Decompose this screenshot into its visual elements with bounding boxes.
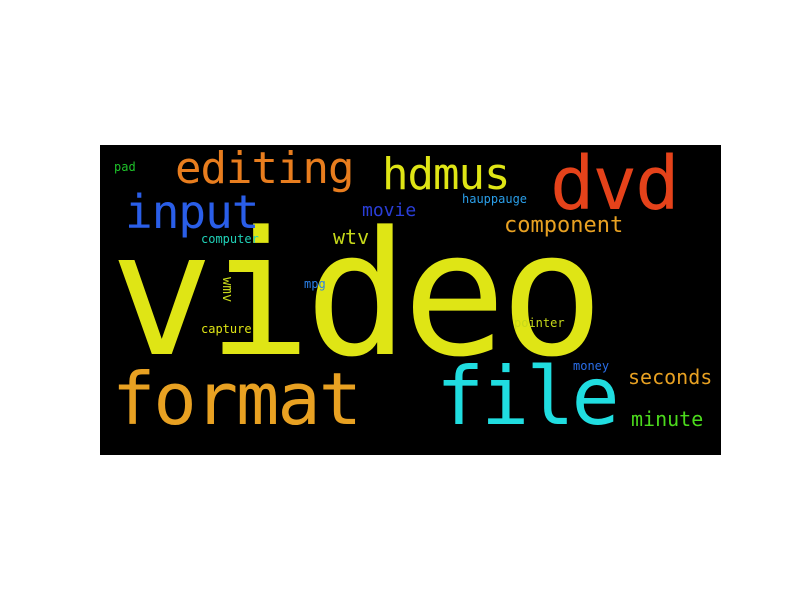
word-cloud: video format file dvd editing hdmus inpu… xyxy=(100,145,721,455)
word-seconds: seconds xyxy=(628,365,713,389)
word-dvd: dvd xyxy=(550,145,680,227)
word-editing: editing xyxy=(175,145,354,194)
word-wmv: wmv xyxy=(219,277,235,303)
word-input: input xyxy=(125,185,259,239)
word-component: component xyxy=(504,213,624,238)
word-computer: computer xyxy=(201,232,259,246)
word-mpg: mpg xyxy=(304,277,326,291)
word-hauppauge: hauppauge xyxy=(462,192,528,206)
word-capture: capture xyxy=(201,322,252,336)
word-pointer: pointer xyxy=(514,316,565,330)
word-video: video xyxy=(110,194,604,395)
word-money: money xyxy=(573,359,610,373)
word-minute: minute xyxy=(631,407,704,431)
word-movie: movie xyxy=(362,200,417,221)
word-format: format xyxy=(112,357,362,441)
word-wtv: wtv xyxy=(333,225,370,249)
word-hdmus: hdmus xyxy=(382,149,510,200)
word-pad: pad xyxy=(114,160,136,174)
word-file: file xyxy=(436,350,620,443)
